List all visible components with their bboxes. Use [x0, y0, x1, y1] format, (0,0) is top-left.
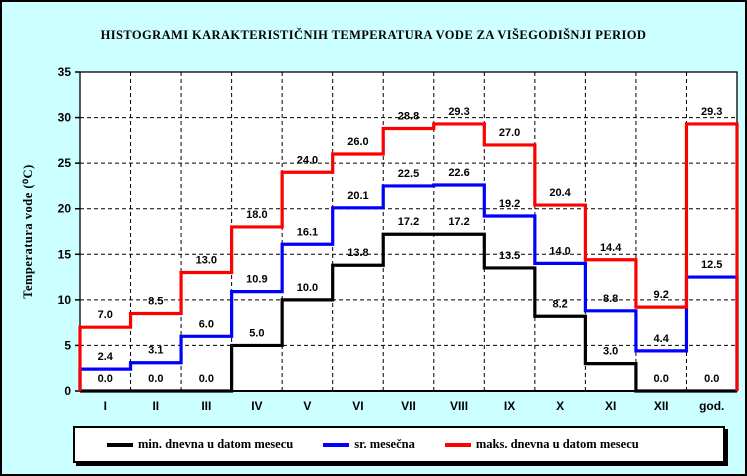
- data-label-series-1: 22.5: [398, 168, 419, 180]
- legend-label-min: min. dnevna u datom mesecu: [138, 437, 294, 451]
- data-label-series-0: 17.2: [398, 216, 419, 228]
- y-tick-label: 20: [58, 202, 72, 216]
- data-label-series-0: 0.0: [654, 373, 669, 385]
- data-label-series-0: 0.0: [98, 373, 113, 385]
- data-label-series-1: 16.1: [297, 226, 318, 238]
- legend-label-max: maks. dnevna u datom mesecu: [475, 437, 639, 451]
- x-tick-label: VII: [401, 399, 416, 413]
- y-tick-label: 0: [64, 384, 71, 398]
- data-label-series-1: 10.9: [246, 274, 267, 286]
- data-label-series-1: 14.0: [549, 245, 570, 257]
- x-tick-label: III: [201, 399, 211, 413]
- series-1-line: [78, 183, 739, 391]
- y-tick-label: 15: [58, 247, 72, 261]
- data-label-series-2: 7.0: [98, 309, 113, 321]
- x-tick-label: V: [303, 399, 311, 413]
- data-label-series-1: 19.2: [499, 198, 520, 210]
- data-label-series-1: 6.0: [199, 318, 214, 330]
- chart-title: HISTOGRAMI KARAKTERISTIČNIH TEMPERATURA …: [100, 28, 647, 42]
- data-label-series-1: 20.1: [347, 190, 368, 202]
- data-label-series-2: 18.0: [246, 209, 267, 221]
- legend-entry-max: maks. dnevna u datom mesecu: [444, 437, 639, 452]
- y-tick-label: 10: [58, 293, 72, 307]
- data-label-series-1: 8.8: [603, 293, 618, 305]
- legend-line-mean-icon: [323, 442, 350, 447]
- data-label-series-0: 3.0: [603, 346, 618, 358]
- series-2-line: [78, 122, 739, 391]
- data-label-series-2: 27.0: [499, 127, 520, 139]
- data-label-series-2: 29.3: [448, 106, 469, 118]
- data-label-series-2: 29.3: [701, 106, 722, 118]
- data-label-series-0: 17.2: [448, 216, 469, 228]
- legend-line-min-icon: [107, 442, 133, 447]
- x-tick-label: XI: [605, 399, 616, 413]
- data-label-series-0: 13.8: [347, 247, 368, 259]
- data-label-series-0: 0.0: [704, 373, 719, 385]
- data-label-series-2: 14.4: [600, 242, 622, 254]
- y-tick-label: 5: [64, 338, 71, 352]
- data-label-series-0: 5.0: [249, 327, 264, 339]
- x-tick-label: god.: [699, 399, 724, 413]
- x-tick-label: XII: [654, 399, 669, 413]
- series-0-line: [80, 232, 737, 393]
- data-label-series-0: 10.0: [297, 282, 318, 294]
- data-label-series-2: 20.4: [549, 187, 571, 199]
- data-label-series-0: 13.5: [499, 250, 520, 262]
- legend-label-mean: sr. mesečna: [354, 437, 415, 451]
- x-tick-label: IX: [504, 399, 515, 413]
- x-tick-label: IV: [251, 399, 262, 413]
- data-label-series-1: 4.4: [654, 333, 670, 345]
- data-label-series-2: 9.2: [654, 289, 669, 301]
- y-tick-label: 30: [58, 111, 72, 125]
- legend-line-max-icon: [444, 442, 471, 447]
- data-label-series-2: 24.0: [297, 154, 318, 166]
- data-label-series-2: 26.0: [347, 136, 368, 148]
- data-label-series-0: 8.2: [552, 298, 567, 310]
- data-label-series-1: 22.6: [448, 167, 469, 179]
- legend-entry-mean: sr. mesečna: [323, 437, 415, 452]
- x-tick-label: VIII: [450, 399, 468, 413]
- legend-entry-min: min. dnevna u datom mesecu: [107, 437, 293, 452]
- x-tick-label: VI: [352, 399, 363, 413]
- legend: min. dnevna u datom mesecu sr. mesečna m…: [73, 426, 725, 463]
- data-label-series-1: 3.1: [148, 345, 163, 357]
- x-tick-label: II: [152, 399, 159, 413]
- data-label-series-0: 0.0: [199, 373, 214, 385]
- data-label-series-2: 13.0: [196, 255, 217, 267]
- data-label-series-1: 12.5: [701, 259, 722, 271]
- y-tick-label: 25: [58, 156, 72, 170]
- data-label-series-2: 28.8: [398, 111, 419, 123]
- x-tick-label: X: [556, 399, 564, 413]
- y-axis-title: Temperatura vode (⁰C): [21, 164, 35, 298]
- y-tick-label: 35: [58, 65, 72, 79]
- data-label-series-1: 2.4: [98, 351, 114, 363]
- data-label-series-0: 0.0: [148, 373, 163, 385]
- x-tick-label: I: [104, 399, 107, 413]
- data-label-series-2: 8.5: [148, 296, 163, 308]
